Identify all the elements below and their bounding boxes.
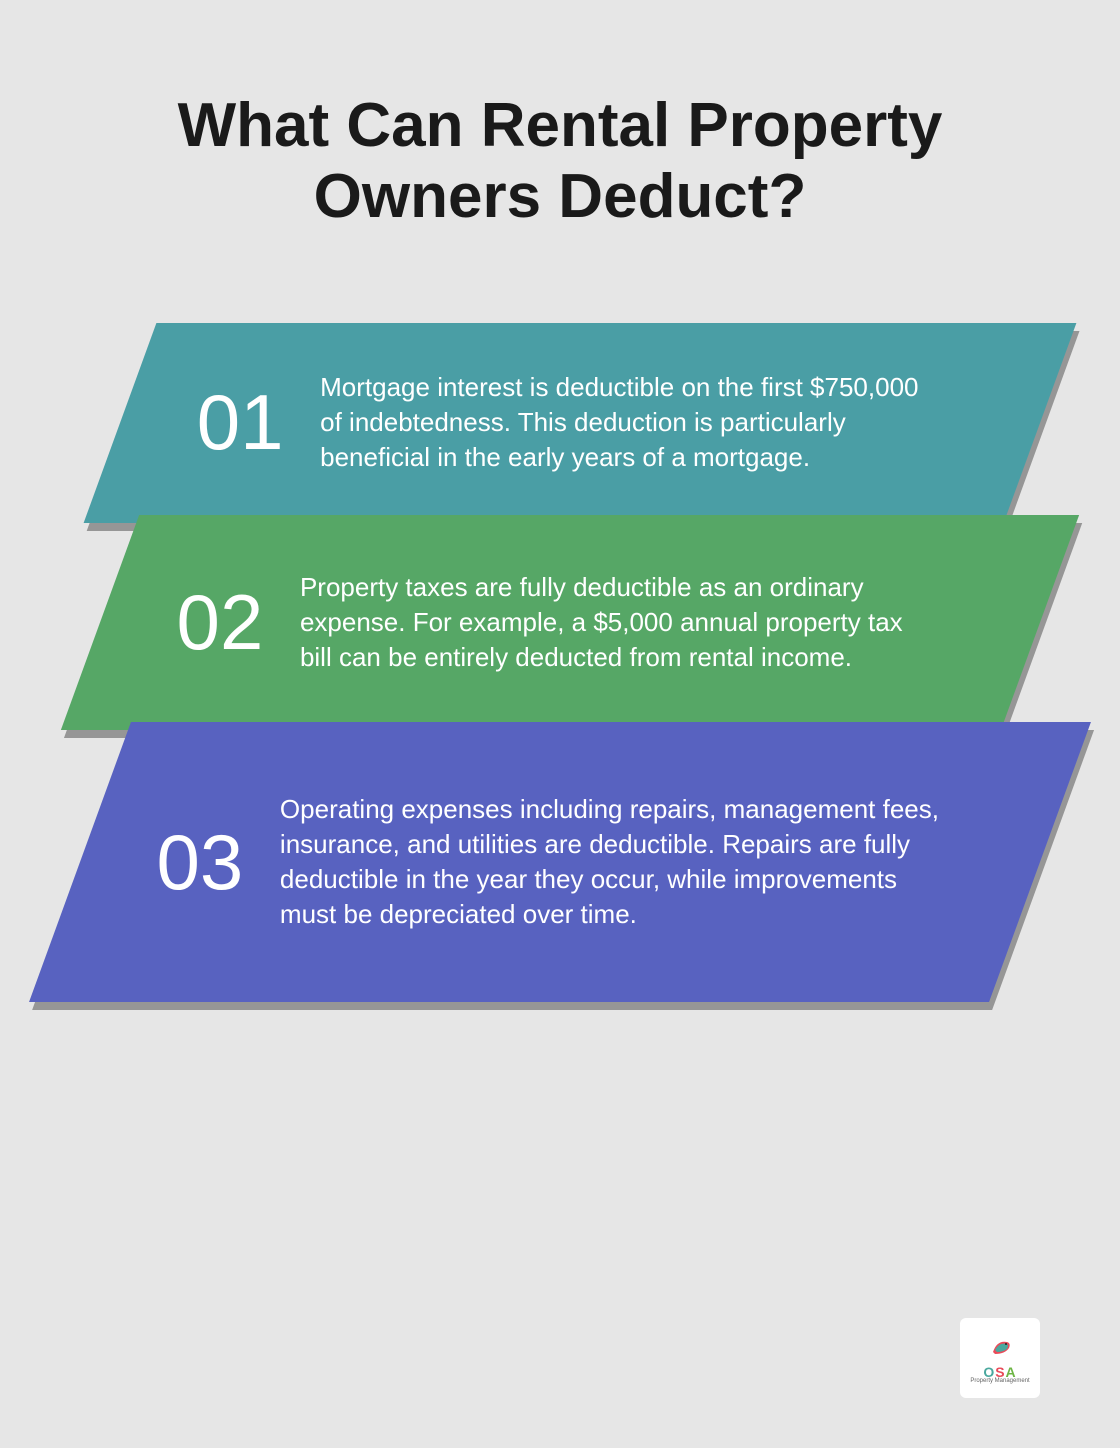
item-content: 02 Property taxes are fully deductible a… xyxy=(140,569,1000,674)
item-card-2: 02 Property taxes are fully deductible a… xyxy=(61,515,1079,730)
item-card-1: 01 Mortgage interest is deductible on th… xyxy=(84,323,1077,523)
item-number-1: 01 xyxy=(160,377,300,468)
logo-subtitle: Property Management xyxy=(970,1378,1029,1384)
item-content: 03 Operating expenses including repairs,… xyxy=(120,791,1000,931)
logo-bird-icon xyxy=(985,1332,1015,1362)
list-item: 02 Property taxes are fully deductible a… xyxy=(80,515,1040,730)
item-number-3: 03 xyxy=(120,816,260,907)
list-item: 03 Operating expenses including repairs,… xyxy=(80,722,1040,1002)
item-text-2: Property taxes are fully deductible as a… xyxy=(280,569,1000,674)
items-list: 01 Mortgage interest is deductible on th… xyxy=(70,323,1050,1002)
item-text-1: Mortgage interest is deductible on the f… xyxy=(300,370,1000,475)
brand-logo: OSA Property Management xyxy=(960,1318,1040,1398)
item-content: 01 Mortgage interest is deductible on th… xyxy=(160,370,1000,475)
list-item: 01 Mortgage interest is deductible on th… xyxy=(80,323,1040,523)
page-title: What Can Rental Property Owners Deduct? xyxy=(70,90,1050,233)
item-text-3: Operating expenses including repairs, ma… xyxy=(260,791,1000,931)
item-number-2: 02 xyxy=(140,577,280,668)
infographic-container: What Can Rental Property Owners Deduct? … xyxy=(0,0,1120,1448)
item-card-3: 03 Operating expenses including repairs,… xyxy=(29,722,1091,1002)
